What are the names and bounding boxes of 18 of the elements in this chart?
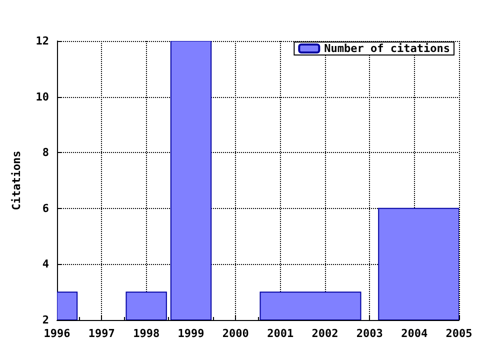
x-tick-label: 1998	[133, 327, 160, 340]
x-tick-label: 2005	[446, 327, 472, 340]
legend-label: Number of citations	[324, 42, 450, 55]
y-tick-label: 4	[42, 258, 50, 271]
x-tick-label: 2002	[312, 327, 338, 340]
x-tick-label: 2001	[267, 327, 294, 340]
x-tick-label: 2003	[356, 327, 383, 340]
x-tick-label: 1996	[44, 327, 71, 340]
y-tick-label: 2	[42, 314, 49, 326]
y-tick-label: 10	[36, 90, 49, 104]
y-tick-label: 6	[42, 202, 50, 215]
x-tick-label: 1999	[178, 327, 204, 340]
x-tick-label: 2000	[222, 327, 249, 340]
x-tick-label: 2004	[401, 327, 428, 340]
y-tick-label: 8	[42, 146, 49, 160]
y-axis-title: Citations	[10, 150, 23, 210]
x-tick-label: 1997	[88, 327, 115, 340]
y-tick-label: 12	[36, 34, 49, 48]
